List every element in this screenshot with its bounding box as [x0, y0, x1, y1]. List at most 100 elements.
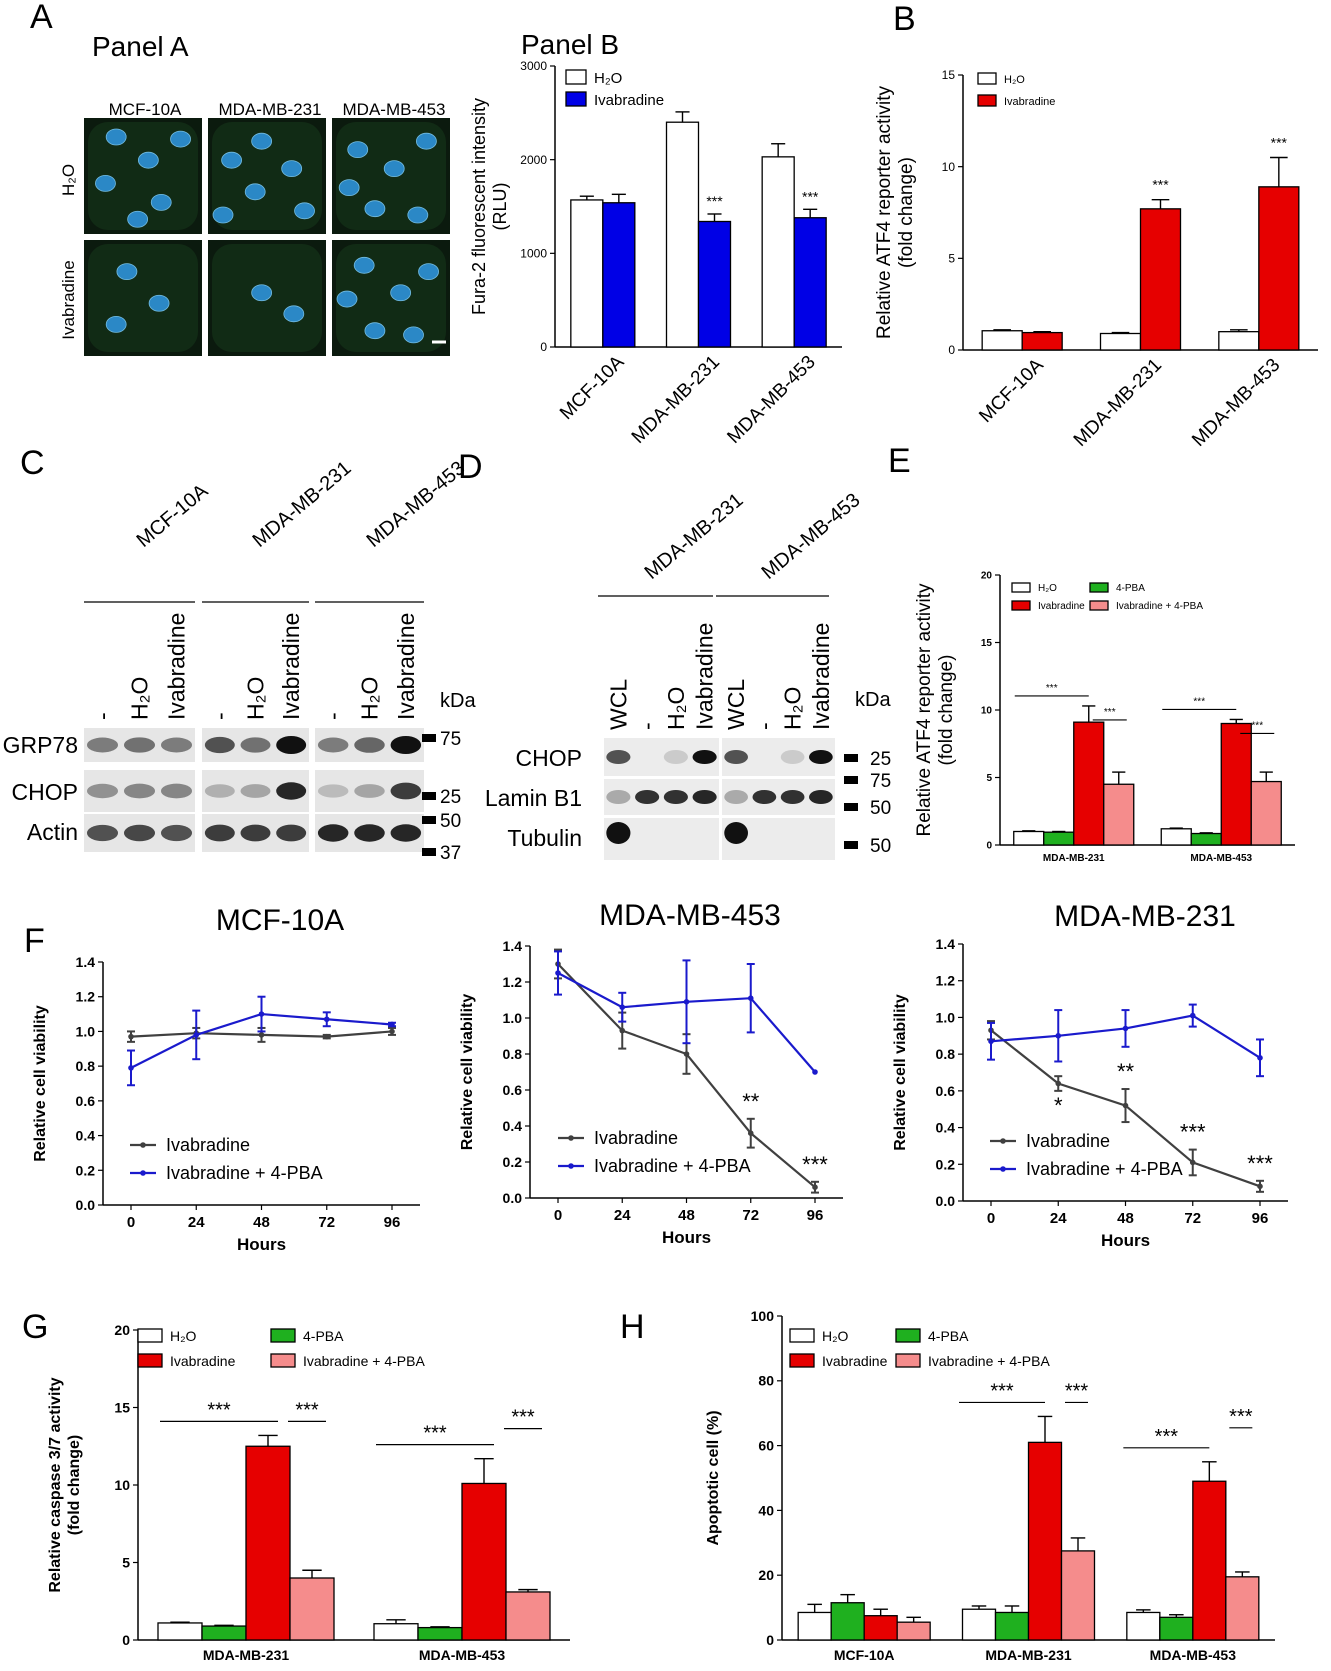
data-point: [258, 1011, 265, 1017]
panel-c-western-blot: MCF-10A MDA-MB-231 MDA-MB-453 - H₂O Ivabradin…: [3, 457, 477, 864]
blot-band: [204, 736, 235, 754]
micrograph-cytoplasm: [212, 122, 322, 230]
blot-band: [752, 790, 777, 804]
legend-label: Ivabradine + 4-PBA: [166, 1163, 323, 1183]
y-tick-label: 1.0: [936, 1009, 956, 1025]
lane-label: Ivabradine: [278, 613, 304, 720]
cell-line-header: MDA-MB-453: [363, 457, 470, 552]
x-tick-label: 24: [614, 1207, 631, 1224]
blot-band: [780, 790, 805, 804]
y-axis-label: Apoptotic cell (%): [705, 1410, 722, 1545]
nucleus: [105, 128, 127, 146]
y-axis-label-unit: (fold change): [66, 1435, 83, 1535]
legend-label: H₂O: [1038, 583, 1057, 594]
legend-swatch: [1089, 600, 1109, 611]
blot-band: [160, 737, 193, 753]
panel-a-col-2: MDA-MB-453: [343, 100, 446, 119]
panel-letter-h: H: [620, 1308, 645, 1346]
nucleus: [221, 151, 243, 169]
legend-swatch: [895, 1353, 921, 1368]
lane-label: WCL: [723, 679, 749, 730]
y-tick-label: 2000: [520, 153, 547, 167]
cell-line-header: MDA-MB-453: [758, 489, 865, 584]
legend-label: 4-PBA: [1116, 583, 1145, 594]
lane-label: -: [90, 712, 116, 720]
blot-band: [240, 737, 271, 753]
protein-label: Lamin B1: [485, 785, 582, 811]
data-point: [1189, 1159, 1196, 1166]
legend-label: Ivabradine: [822, 1353, 888, 1369]
y-tick-label: 5: [986, 773, 992, 784]
legend-swatch: [977, 72, 997, 85]
significance-label: **: [742, 1089, 760, 1114]
panel-a-row-0: H₂O: [59, 164, 78, 196]
y-tick-label: 0.8: [936, 1046, 956, 1062]
panel-letter-c: C: [20, 444, 45, 482]
nucleus: [336, 290, 358, 308]
y-tick-label: 60: [758, 1438, 774, 1454]
x-tick-label: 0: [554, 1207, 562, 1224]
blot-band: [276, 824, 307, 842]
panel-letter-f: F: [24, 922, 45, 960]
y-axis-label: Fura-2 fluorescent intensity: [469, 98, 489, 315]
legend-swatch: [565, 91, 587, 107]
y-tick-label: 1000: [520, 247, 547, 261]
nucleus: [212, 206, 234, 224]
data-point: [747, 1130, 754, 1136]
blot-band: [692, 750, 717, 764]
blot-band: [390, 782, 422, 800]
y-axis-label-unit: (fold change): [896, 157, 917, 268]
panel-e-atf4-chart: 0 5 10 15 20 Relative ATF4 reporter activity(…: [914, 571, 1295, 864]
bar: [201, 1625, 247, 1641]
y-axis-label-unit: (fold change): [936, 655, 957, 766]
nucleus: [338, 179, 360, 197]
legend-label: H₂O: [1004, 74, 1025, 86]
bar: [1225, 1576, 1260, 1641]
bar: [896, 1621, 931, 1641]
y-tick-label: 10: [942, 160, 956, 174]
y-tick-label: 0.4: [76, 1128, 96, 1144]
nucleus: [281, 160, 303, 178]
nucleus: [116, 263, 138, 281]
data-point: [323, 1033, 330, 1040]
data-point: [1257, 1055, 1263, 1061]
data-point: [1122, 1102, 1129, 1109]
blot-strip: [84, 770, 195, 812]
significance-label: ***: [1104, 707, 1116, 718]
bar: [863, 1615, 898, 1641]
y-tick-label: 0.6: [936, 1083, 956, 1099]
marker-label: 37: [440, 843, 461, 864]
y-axis-label: Relative caspase 3/7 activity: [47, 1377, 64, 1592]
bar: [1190, 832, 1222, 846]
y-tick-label: 5: [122, 1554, 130, 1570]
blot-band: [354, 784, 385, 798]
y-tick-label: 40: [758, 1502, 774, 1518]
legend-swatch: [789, 1353, 815, 1368]
y-axis-label: Relative cell viability: [32, 1005, 49, 1162]
legend-label: H₂O: [170, 1328, 197, 1344]
data-point: [619, 1004, 626, 1010]
lane-label: Ivabradine: [692, 623, 718, 730]
legend-label: Ivabradine: [594, 92, 664, 109]
bar: [961, 1608, 997, 1641]
blot-band: [724, 822, 748, 844]
y-tick-label: 1.2: [936, 973, 956, 989]
y-tick-label: 3000: [520, 59, 547, 73]
data-point: [128, 1033, 134, 1040]
y-axis-label: Relative cell viability: [892, 994, 909, 1151]
bar: [505, 1591, 551, 1641]
blot-band: [123, 824, 156, 842]
legend-swatch: [977, 94, 997, 107]
legend-swatch: [137, 1328, 163, 1343]
chart-title: MCF-10A: [216, 904, 344, 937]
significance-label: ***: [1229, 1406, 1253, 1428]
data-point: [988, 1038, 994, 1045]
data-point: [747, 995, 754, 1001]
nucleus: [347, 141, 369, 159]
marker-tick: [422, 848, 436, 856]
category-label: MDA-MB-453: [1150, 1647, 1237, 1663]
legend-label: Ivabradine + 4-PBA: [1116, 601, 1203, 612]
lane-label: Ivabradine: [393, 613, 419, 720]
y-tick-label: 20: [114, 1322, 130, 1338]
bar: [1013, 830, 1045, 846]
